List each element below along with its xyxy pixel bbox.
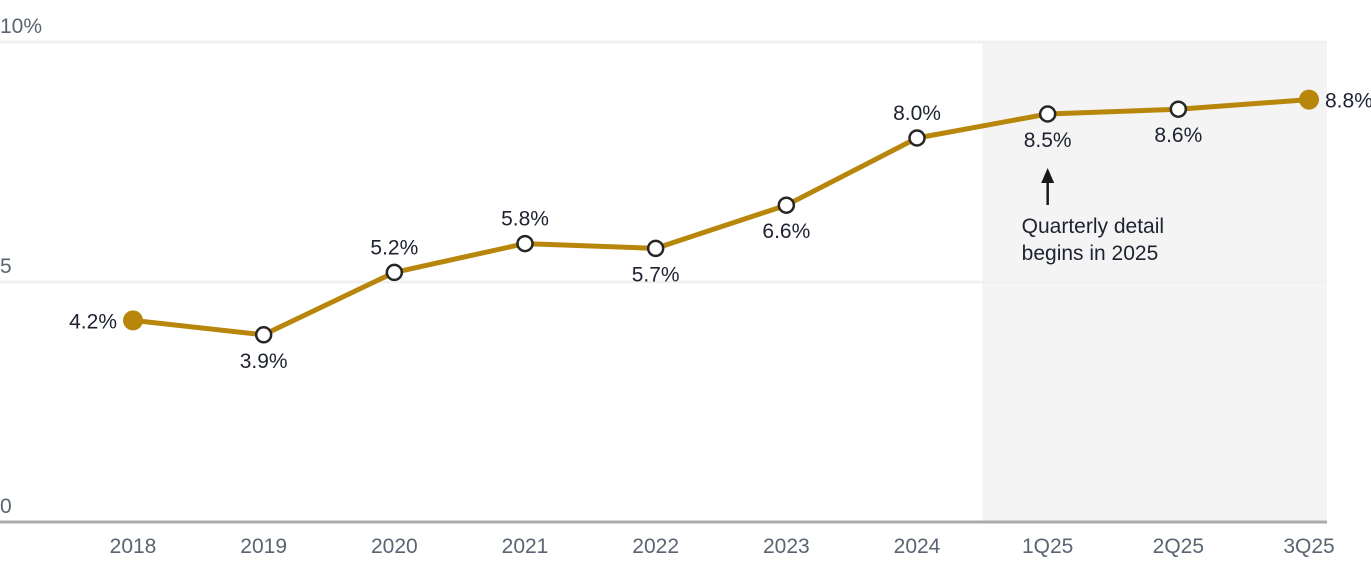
x-axis-tick-label: 2018 <box>110 535 157 558</box>
data-point-open <box>1169 100 1188 118</box>
y-axis-tick-label: 0 <box>0 495 12 518</box>
data-point-label: 8.6% <box>1154 124 1202 147</box>
annotation-arrow-head <box>1041 168 1055 183</box>
x-axis-tick-label: 2Q25 <box>1153 535 1204 558</box>
data-point-open <box>646 239 665 258</box>
x-axis-tick-label: 2023 <box>763 535 810 558</box>
data-point-label: 8.8% <box>1325 90 1371 113</box>
data-point-label: 8.5% <box>1024 129 1072 152</box>
x-axis-tick-label: 2022 <box>632 535 679 558</box>
x-axis-tick-label: 2020 <box>371 535 418 558</box>
data-point-open <box>1038 105 1057 123</box>
annotation-text-line: Quarterly detail <box>1022 215 1164 238</box>
data-point-label: 5.2% <box>370 236 418 259</box>
data-point-label: 5.8% <box>501 208 549 231</box>
data-point-label: 6.6% <box>762 220 810 243</box>
data-point-filled <box>1299 89 1319 110</box>
y-axis-tick-label: 10% <box>0 15 42 38</box>
x-axis-tick-label: 2019 <box>240 535 287 558</box>
data-point-open <box>385 263 404 282</box>
data-point-open <box>777 196 796 214</box>
x-axis-tick-label: 3Q25 <box>1283 535 1334 558</box>
data-point-open <box>908 129 926 147</box>
data-point-label: 8.0% <box>893 102 941 125</box>
x-axis-tick-label: 2024 <box>894 535 941 558</box>
x-axis-tick-label: 2021 <box>502 535 549 558</box>
data-point-label: 3.9% <box>240 350 288 373</box>
annotation-text-line: begins in 2025 <box>1022 242 1159 265</box>
data-point-open <box>516 234 534 253</box>
trend-line <box>130 97 1312 338</box>
x-axis-tick-label: 1Q25 <box>1022 535 1073 558</box>
data-point-open <box>254 326 273 344</box>
data-point-filled <box>123 310 143 331</box>
y-axis-tick-label: 5 <box>0 255 12 278</box>
data-point-label: 5.7% <box>632 263 680 286</box>
data-point-label: 4.2% <box>69 310 117 333</box>
